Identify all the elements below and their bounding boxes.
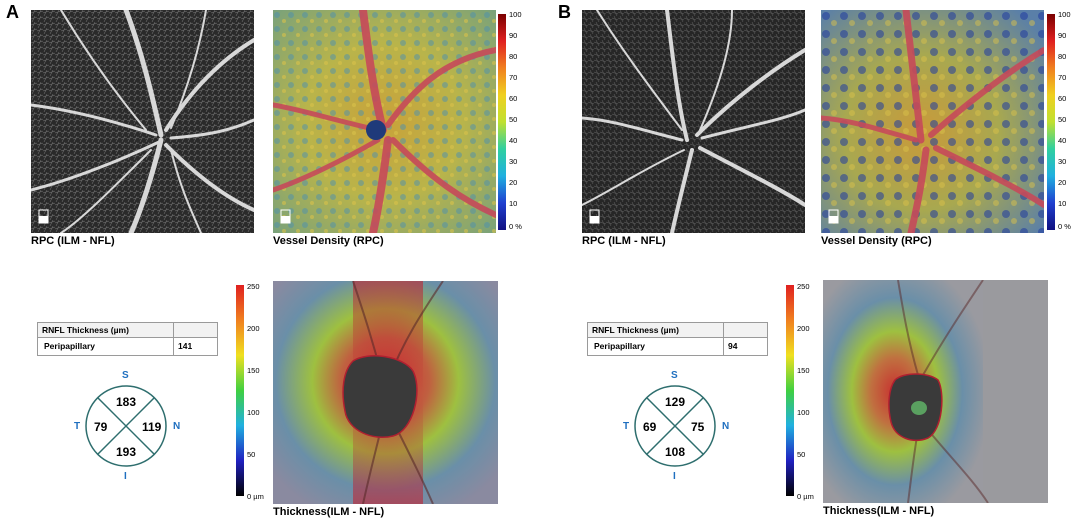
scale-tick: 40 (1058, 136, 1067, 145)
scale-tick: 50 (247, 450, 256, 459)
scale-tick: 100 (247, 408, 260, 417)
scale-tick: 100 (509, 10, 522, 19)
vessel-density-scale-b: 100 90 80 70 60 50 40 30 20 10 0 % (1058, 10, 1083, 234)
scale-tick: 150 (247, 366, 260, 375)
rpc-caption-a: RPC (ILM - NFL) (31, 235, 115, 247)
inferior-value: 108 (665, 445, 686, 459)
scale-tick: 20 (1058, 178, 1067, 187)
thickness-colorbar-a (236, 285, 244, 496)
thickness-caption-a: Thickness(ILM - NFL) (273, 506, 385, 518)
scale-tick: 250 (247, 282, 260, 291)
scale-tick: 200 (247, 324, 260, 333)
scale-tick: 50 (509, 115, 518, 124)
scale-tick: 0 µm (797, 492, 814, 501)
quadrant-circle-a: S N I T 183 119 193 79 (70, 370, 190, 485)
scale-tick: 90 (509, 31, 518, 40)
rpc-angiogram-image-b (582, 10, 805, 233)
table-row-label: Peripapillary (594, 341, 646, 351)
scale-tick: 80 (509, 52, 518, 61)
scale-tick: 40 (509, 136, 518, 145)
table-row-label: Peripapillary (44, 341, 96, 351)
temporal-value: 69 (643, 420, 657, 434)
scale-tick: 50 (1058, 115, 1067, 124)
vessel-density-colorbar-a (498, 14, 506, 230)
scale-tick: 60 (1058, 94, 1067, 103)
scale-tick: 30 (1058, 157, 1067, 166)
inferior-label: I (124, 471, 127, 482)
rpc-caption-b: RPC (ILM - NFL) (582, 235, 666, 247)
nasal-value: 119 (142, 420, 162, 434)
temporal-label: T (74, 421, 81, 432)
scale-tick: 80 (1058, 52, 1067, 61)
thickness-caption-b: Thickness(ILM - NFL) (823, 505, 935, 517)
thickness-colorbar-b (786, 285, 794, 496)
superior-label: S (671, 370, 678, 381)
thickness-scale-b: 250 200 150 100 50 0 µm (797, 282, 822, 502)
superior-value: 129 (665, 395, 686, 409)
vessel-density-colorbar-b (1047, 14, 1055, 230)
scale-tick: 70 (509, 73, 518, 82)
table-header: RNFL Thickness (µm) (42, 325, 129, 335)
vessel-density-scale-a: 100 90 80 70 60 50 40 30 20 10 0 % (509, 10, 534, 234)
superior-label: S (122, 370, 129, 381)
temporal-value: 79 (94, 420, 108, 434)
rpc-angiogram-image-a (31, 10, 254, 233)
scale-tick: 20 (509, 178, 518, 187)
thickness-scale-a: 250 200 150 100 50 0 µm (247, 282, 272, 502)
panel-letter-b: B (558, 2, 571, 22)
thickness-map-a (273, 281, 498, 504)
scale-tick: 0 µm (247, 492, 264, 501)
scale-tick: 30 (509, 157, 518, 166)
scale-tick: 90 (1058, 31, 1067, 40)
scale-tick: 70 (1058, 73, 1067, 82)
nasal-label: N (173, 421, 181, 432)
scale-tick: 200 (797, 324, 810, 333)
inferior-value: 193 (116, 445, 137, 459)
inferior-label: I (673, 471, 676, 482)
scale-tick: 100 (1058, 10, 1071, 19)
scale-tick: 60 (509, 94, 518, 103)
table-header: RNFL Thickness (µm) (592, 325, 679, 335)
panel-letter-a: A (6, 2, 19, 22)
vessel-density-caption-a: Vessel Density (RPC) (273, 235, 384, 247)
scale-tick: 10 (509, 199, 518, 208)
scale-tick: 0 % (1058, 222, 1071, 231)
nasal-label: N (722, 421, 730, 432)
scale-tick: 50 (797, 450, 806, 459)
vessel-density-map-a (273, 10, 496, 233)
scale-tick: 10 (1058, 199, 1067, 208)
temporal-label: T (623, 421, 630, 432)
scale-tick: 100 (797, 408, 810, 417)
table-row-value: 141 (178, 341, 193, 351)
superior-value: 183 (116, 395, 137, 409)
thickness-map-b (823, 280, 1048, 503)
table-row-value: 94 (728, 341, 738, 351)
quadrant-circle-b: S N I T 129 75 108 69 (619, 370, 739, 485)
rnfl-thickness-table-a: RNFL Thickness (µm) Peripapillary 141 (37, 322, 218, 356)
scale-tick: 250 (797, 282, 810, 291)
vessel-density-map-b (821, 10, 1044, 233)
scale-tick: 150 (797, 366, 810, 375)
nasal-value: 75 (691, 420, 705, 434)
vessel-density-caption-b: Vessel Density (RPC) (821, 235, 932, 247)
rnfl-thickness-table-b: RNFL Thickness (µm) Peripapillary 94 (587, 322, 768, 356)
scale-tick: 0 % (509, 222, 522, 231)
